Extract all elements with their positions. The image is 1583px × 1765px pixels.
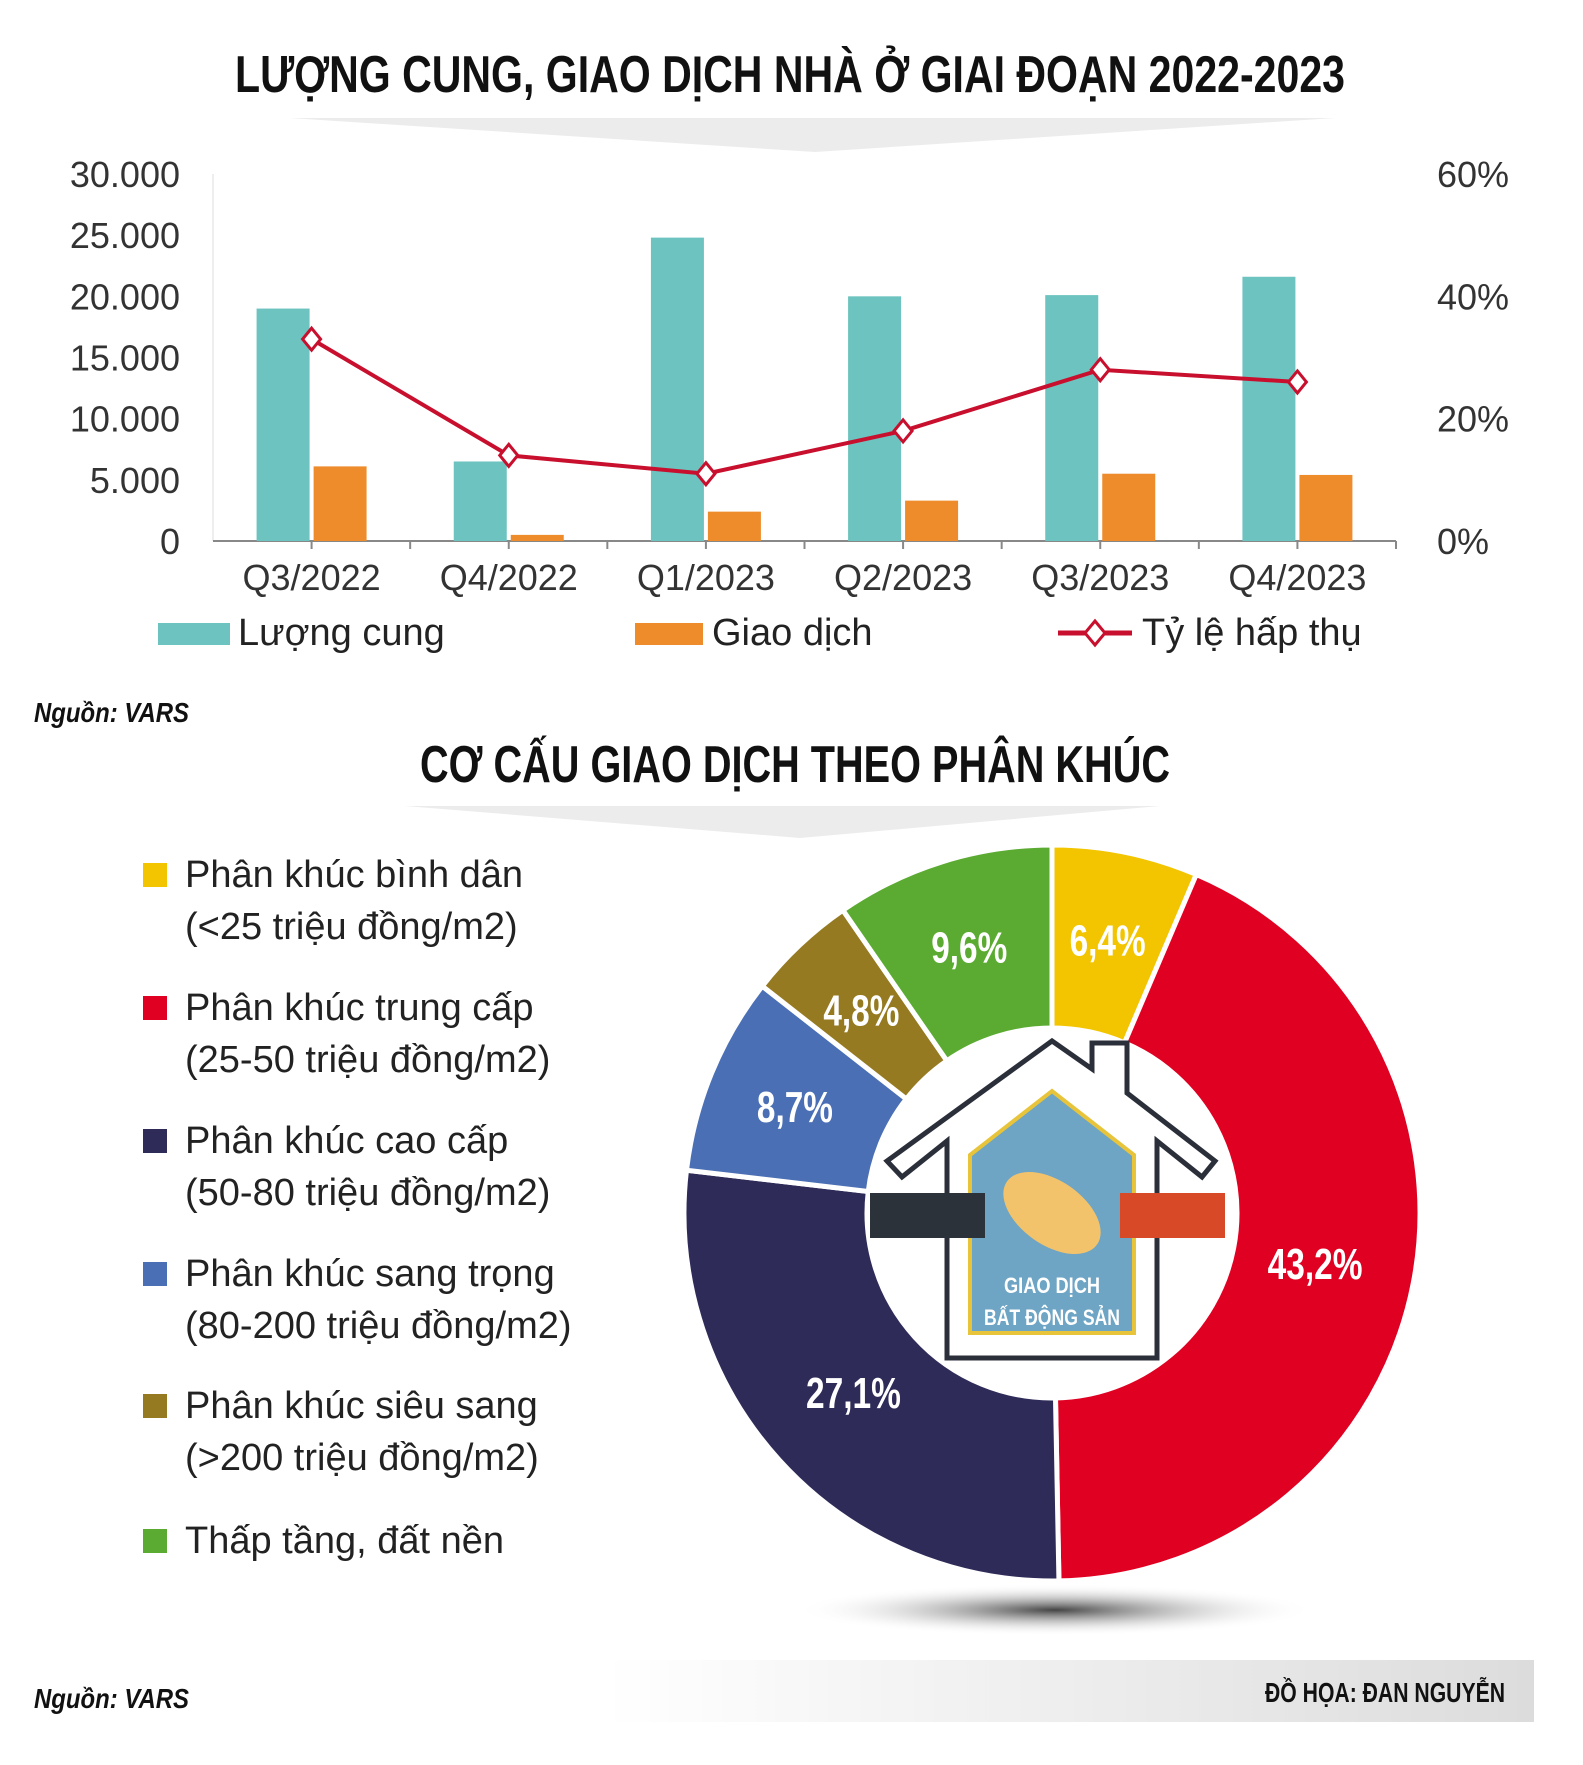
center-text: BẤT ĐỘNG SẢN: [984, 1305, 1120, 1330]
legend-sublabel: (25-50 triệu đồng/m2): [185, 1039, 550, 1081]
x-tick-label: Q4/2023: [1228, 557, 1366, 598]
legend-label: Phân khúc sang trọng: [185, 1253, 555, 1295]
legend-label: Phân khúc trung cấp: [185, 987, 534, 1029]
credit-label: ĐỒ HỌA: ĐAN NGUYỄN: [1265, 1677, 1505, 1708]
pie-data-label: 27,1%: [806, 1369, 901, 1418]
legend-swatch-luong-cung: [158, 623, 230, 645]
bar-chart: 0 5.000 10.000 15.000 20.000 25.000 30.000 0% 20…: [70, 154, 1509, 654]
y-tick-label: 30.000: [70, 154, 180, 195]
line-marker: [892, 417, 915, 445]
pie-slice: [839, 842, 1055, 1065]
handshake-icon: [1003, 1171, 1101, 1255]
pie-shadow: [795, 1584, 1315, 1636]
title-arrow-decor: [290, 118, 1335, 152]
bar-giao-dich: [905, 500, 959, 541]
pie-slice: [1052, 871, 1423, 1584]
y-tick-label: 15.000: [70, 338, 180, 379]
y-tick-label: 0: [160, 521, 180, 562]
legend-label: Lượng cung: [238, 612, 445, 654]
line-marker: [1286, 368, 1309, 396]
line-marker: [694, 460, 717, 488]
bar-luong-cung: [650, 237, 704, 541]
bar-luong-cung: [453, 461, 507, 541]
bar-luong-cung: [848, 296, 902, 541]
legend-swatch: [143, 863, 167, 887]
legend-label: Giao dịch: [712, 612, 873, 654]
legend-swatch: [143, 996, 167, 1020]
y-tick-label: 10.000: [70, 399, 180, 440]
title-arrow-decor: [405, 806, 1160, 838]
legend-sublabel: (<25 triệu đồng/m2): [185, 906, 518, 948]
legend-swatch: [143, 1529, 167, 1553]
legend-label: Thấp tầng, đất nền: [185, 1520, 504, 1562]
y-tick-label: 20.000: [70, 276, 180, 317]
legend-label: Phân khúc cao cấp: [185, 1120, 508, 1162]
pie-data-label: 9,6%: [931, 924, 1007, 973]
y2-tick-label: 40%: [1437, 276, 1509, 317]
legend-swatch: [143, 1129, 167, 1153]
credit-bar: [606, 1660, 1534, 1722]
bar-giao-dich: [707, 511, 761, 541]
sleeve-right-icon: [1120, 1193, 1225, 1238]
bar-giao-dich: [313, 466, 367, 541]
pie-chart-title: CƠ CẤU GIAO DỊCH THEO PHÂN KHÚC: [420, 735, 1170, 794]
legend-label: Phân khúc siêu sang: [185, 1385, 538, 1427]
bar-luong-cung: [256, 308, 310, 541]
legend-sublabel: (80-200 triệu đồng/m2): [185, 1305, 572, 1347]
pie-data-label: 43,2%: [1268, 1240, 1363, 1289]
pie-data-label: 6,4%: [1070, 917, 1146, 966]
y-tick-label: 5.000: [90, 460, 180, 501]
pie-data-label: 8,7%: [757, 1083, 833, 1132]
sleeve-left-icon: [870, 1193, 985, 1238]
center-text: GIAO DỊCH: [1004, 1273, 1100, 1298]
source-label-2: Nguồn: VARS: [34, 1683, 189, 1714]
line-marker: [300, 325, 323, 353]
legend-sublabel: (>200 triệu đồng/m2): [185, 1437, 539, 1479]
legend-marker: [1083, 618, 1107, 648]
pie-data-label: 4,8%: [823, 987, 899, 1036]
line-marker: [497, 441, 520, 469]
line-marker: [1089, 356, 1112, 384]
y2-tick-label: 20%: [1437, 399, 1509, 440]
y2-tick-label: 0%: [1437, 521, 1489, 562]
legend-label: Phân khúc bình dân: [185, 854, 523, 896]
bar-giao-dich: [1102, 473, 1156, 541]
legend-swatch-giao-dich: [635, 623, 703, 645]
bar-chart-title: LƯỢNG CUNG, GIAO DỊCH NHÀ Ở GIAI ĐOẠN 20…: [235, 45, 1345, 104]
legend-swatch: [143, 1262, 167, 1286]
legend-sublabel: (50-80 triệu đồng/m2): [185, 1172, 550, 1214]
legend-label: Tỷ lệ hấp thụ: [1142, 612, 1362, 654]
source-label-1: Nguồn: VARS: [34, 697, 189, 728]
y2-tick-label: 60%: [1437, 154, 1509, 195]
x-tick-label: Q1/2023: [637, 557, 775, 598]
pie-legend: Phân khúc bình dân (<25 triệu đồng/m2) Phâ…: [143, 854, 572, 1562]
legend-swatch: [143, 1394, 167, 1418]
bar-luong-cung: [1045, 295, 1099, 541]
line-ty-le-hap-thu: [310, 337, 1298, 476]
house-icon: [883, 1037, 1219, 1361]
pie-chart: 6,4% 43,2% 27,1% 8,7% 4,8% 9,6% GIAO DỊCH BẤT Đ…: [681, 842, 1423, 1584]
x-tick-label: Q4/2022: [440, 557, 578, 598]
pie-slice: [681, 1167, 1062, 1584]
x-tick-label: Q3/2023: [1031, 557, 1169, 598]
bar-luong-cung: [1242, 276, 1296, 541]
x-tick-label: Q3/2022: [243, 557, 381, 598]
x-tick-label: Q2/2023: [834, 557, 972, 598]
bar-giao-dich: [1299, 474, 1353, 541]
y-tick-label: 25.000: [70, 215, 180, 256]
bar-giao-dich: [510, 534, 564, 541]
